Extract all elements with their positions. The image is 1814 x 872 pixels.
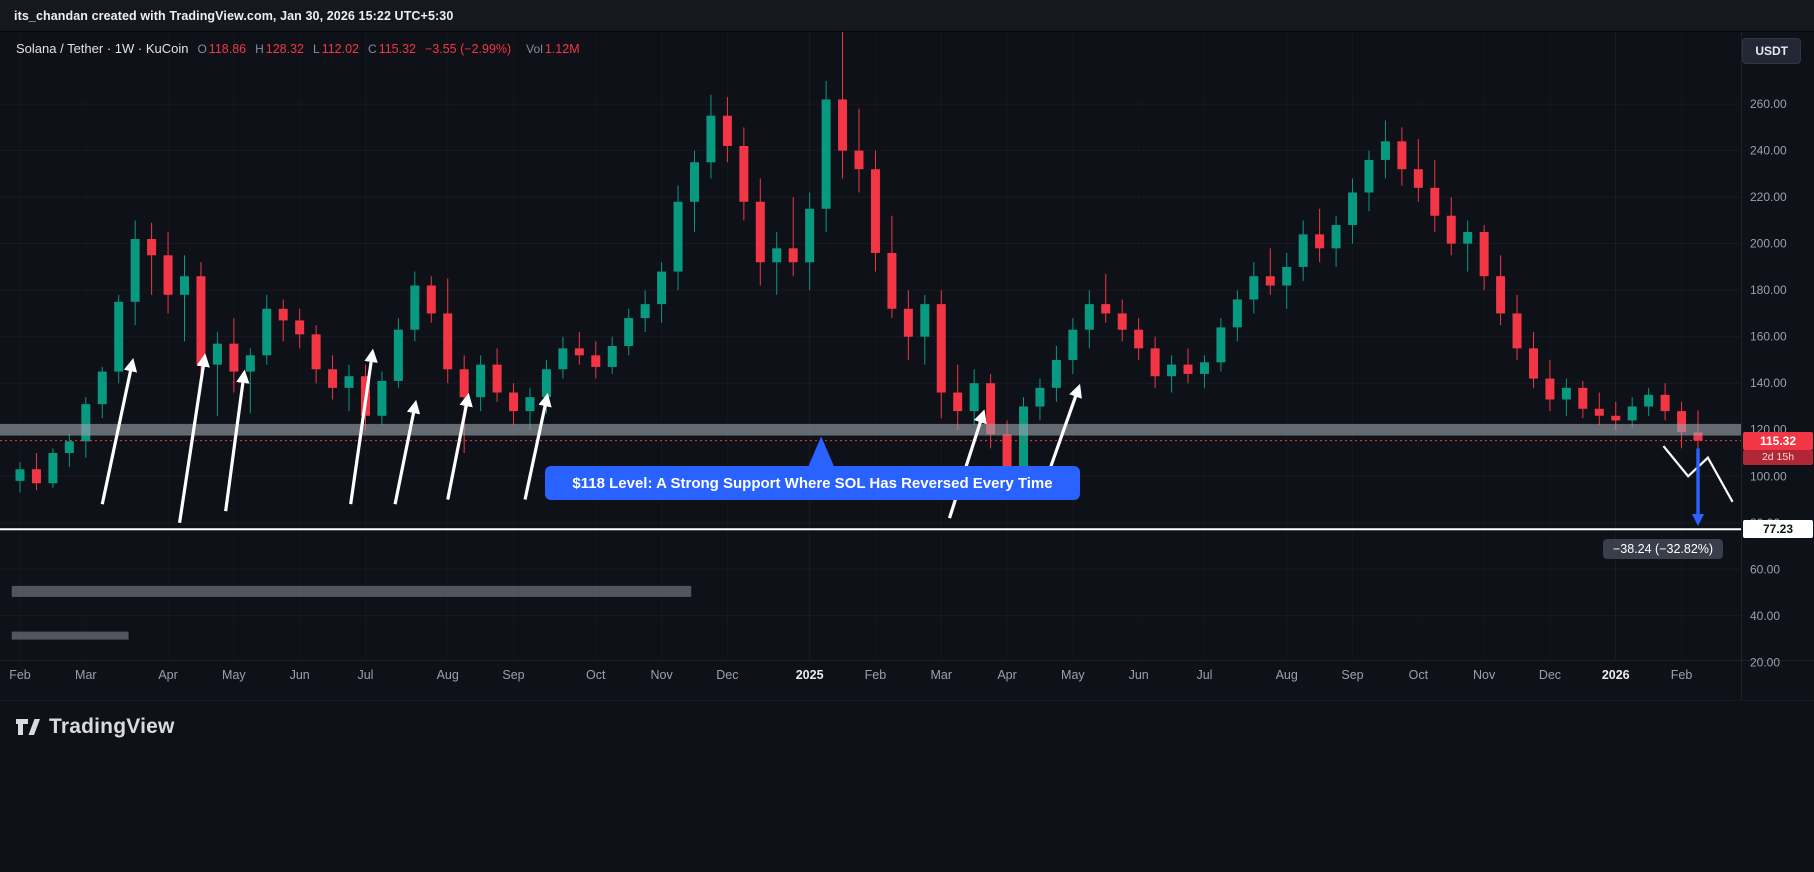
time-axis[interactable]: [0, 660, 1741, 700]
svg-text:160.00: 160.00: [1750, 330, 1787, 344]
low-value: 112.02: [321, 42, 360, 56]
low-label: L: [313, 42, 320, 56]
svg-text:Jun: Jun: [1129, 668, 1149, 682]
open-label: O: [197, 42, 207, 56]
volume-pair: Vol 1.12M: [526, 42, 579, 56]
svg-text:May: May: [222, 668, 246, 682]
svg-text:100.00: 100.00: [1750, 469, 1787, 483]
svg-text:Dec: Dec: [716, 668, 738, 682]
volume-value: 1.12M: [544, 42, 580, 56]
svg-text:Apr: Apr: [997, 668, 1016, 682]
tradingview-logo[interactable]: TradingView: [14, 713, 175, 741]
svg-text:Feb: Feb: [9, 668, 31, 682]
current-price-badge: 115.32: [1743, 431, 1813, 450]
close-pair: C 115.32: [368, 42, 416, 56]
countdown-badge: 2d 15h: [1743, 449, 1813, 465]
support-price-badge: 77.23: [1743, 520, 1813, 539]
high-value: 128.32: [265, 42, 305, 56]
attribution-bar: its_chandan created with TradingView.com…: [0, 0, 1814, 32]
svg-text:20.00: 20.00: [1750, 655, 1780, 669]
tradingview-logo-icon: [14, 713, 42, 741]
svg-text:180.00: 180.00: [1750, 283, 1787, 297]
svg-text:240.00: 240.00: [1750, 144, 1787, 158]
svg-text:Mar: Mar: [75, 668, 97, 682]
svg-text:Oct: Oct: [1409, 668, 1429, 682]
svg-text:2025: 2025: [796, 668, 824, 682]
tradingview-wordmark: TradingView: [49, 715, 175, 738]
svg-text:Nov: Nov: [650, 668, 673, 682]
attribution-text: its_chandan created with TradingView.com…: [14, 8, 454, 23]
svg-text:60.00: 60.00: [1750, 562, 1780, 576]
support-callout[interactable]: $118 Level: A Strong Support Where SOL H…: [545, 466, 1080, 500]
svg-text:220.00: 220.00: [1750, 190, 1787, 204]
svg-text:Jul: Jul: [357, 668, 373, 682]
svg-text:May: May: [1061, 668, 1085, 682]
svg-text:Aug: Aug: [437, 668, 459, 682]
high-label: H: [255, 42, 264, 56]
symbol-legend: Solana / Tether · 1W · KuCoin O 118.86 H…: [16, 41, 580, 56]
svg-text:260.00: 260.00: [1750, 97, 1787, 111]
svg-text:40.00: 40.00: [1750, 609, 1780, 623]
measurement-label: −38.24 (−32.82%): [1603, 538, 1724, 559]
close-label: C: [368, 42, 377, 56]
symbol-title[interactable]: Solana / Tether · 1W · KuCoin: [16, 41, 189, 56]
svg-text:Feb: Feb: [1671, 668, 1693, 682]
change-value: −3.55 (−2.99%): [425, 42, 512, 56]
svg-text:Dec: Dec: [1539, 668, 1561, 682]
close-value: 115.32: [378, 42, 416, 56]
chart-area: 260.00 240.00 220.00 200.00 180.00 160.00 140.…: [0, 32, 1814, 700]
volume-label: Vol: [526, 42, 543, 56]
low-pair: L 112.02: [313, 42, 359, 56]
svg-text:Nov: Nov: [1473, 668, 1496, 682]
footer: TradingView: [0, 700, 1814, 872]
svg-text:Mar: Mar: [930, 668, 952, 682]
svg-text:Feb: Feb: [865, 668, 887, 682]
open-pair: O 118.86: [197, 42, 246, 56]
high-pair: H 128.32: [255, 42, 304, 56]
svg-text:2026: 2026: [1602, 668, 1630, 682]
svg-text:Oct: Oct: [586, 668, 606, 682]
open-value: 118.86: [208, 42, 247, 56]
currency-toggle-button[interactable]: USDT: [1742, 38, 1801, 64]
svg-text:Jul: Jul: [1196, 668, 1212, 682]
svg-text:Apr: Apr: [158, 668, 177, 682]
svg-text:140.00: 140.00: [1750, 376, 1787, 390]
svg-text:Jun: Jun: [290, 668, 310, 682]
svg-text:Sep: Sep: [1341, 668, 1363, 682]
price-axis[interactable]: [1742, 32, 1814, 660]
svg-text:200.00: 200.00: [1750, 237, 1787, 251]
svg-text:Aug: Aug: [1276, 668, 1298, 682]
svg-text:Sep: Sep: [502, 668, 524, 682]
support-callout-text: $118 Level: A Strong Support Where SOL H…: [572, 474, 1053, 492]
price-chart-canvas[interactable]: 260.00 240.00 220.00 200.00 180.00 160.00 140.…: [0, 32, 1814, 700]
